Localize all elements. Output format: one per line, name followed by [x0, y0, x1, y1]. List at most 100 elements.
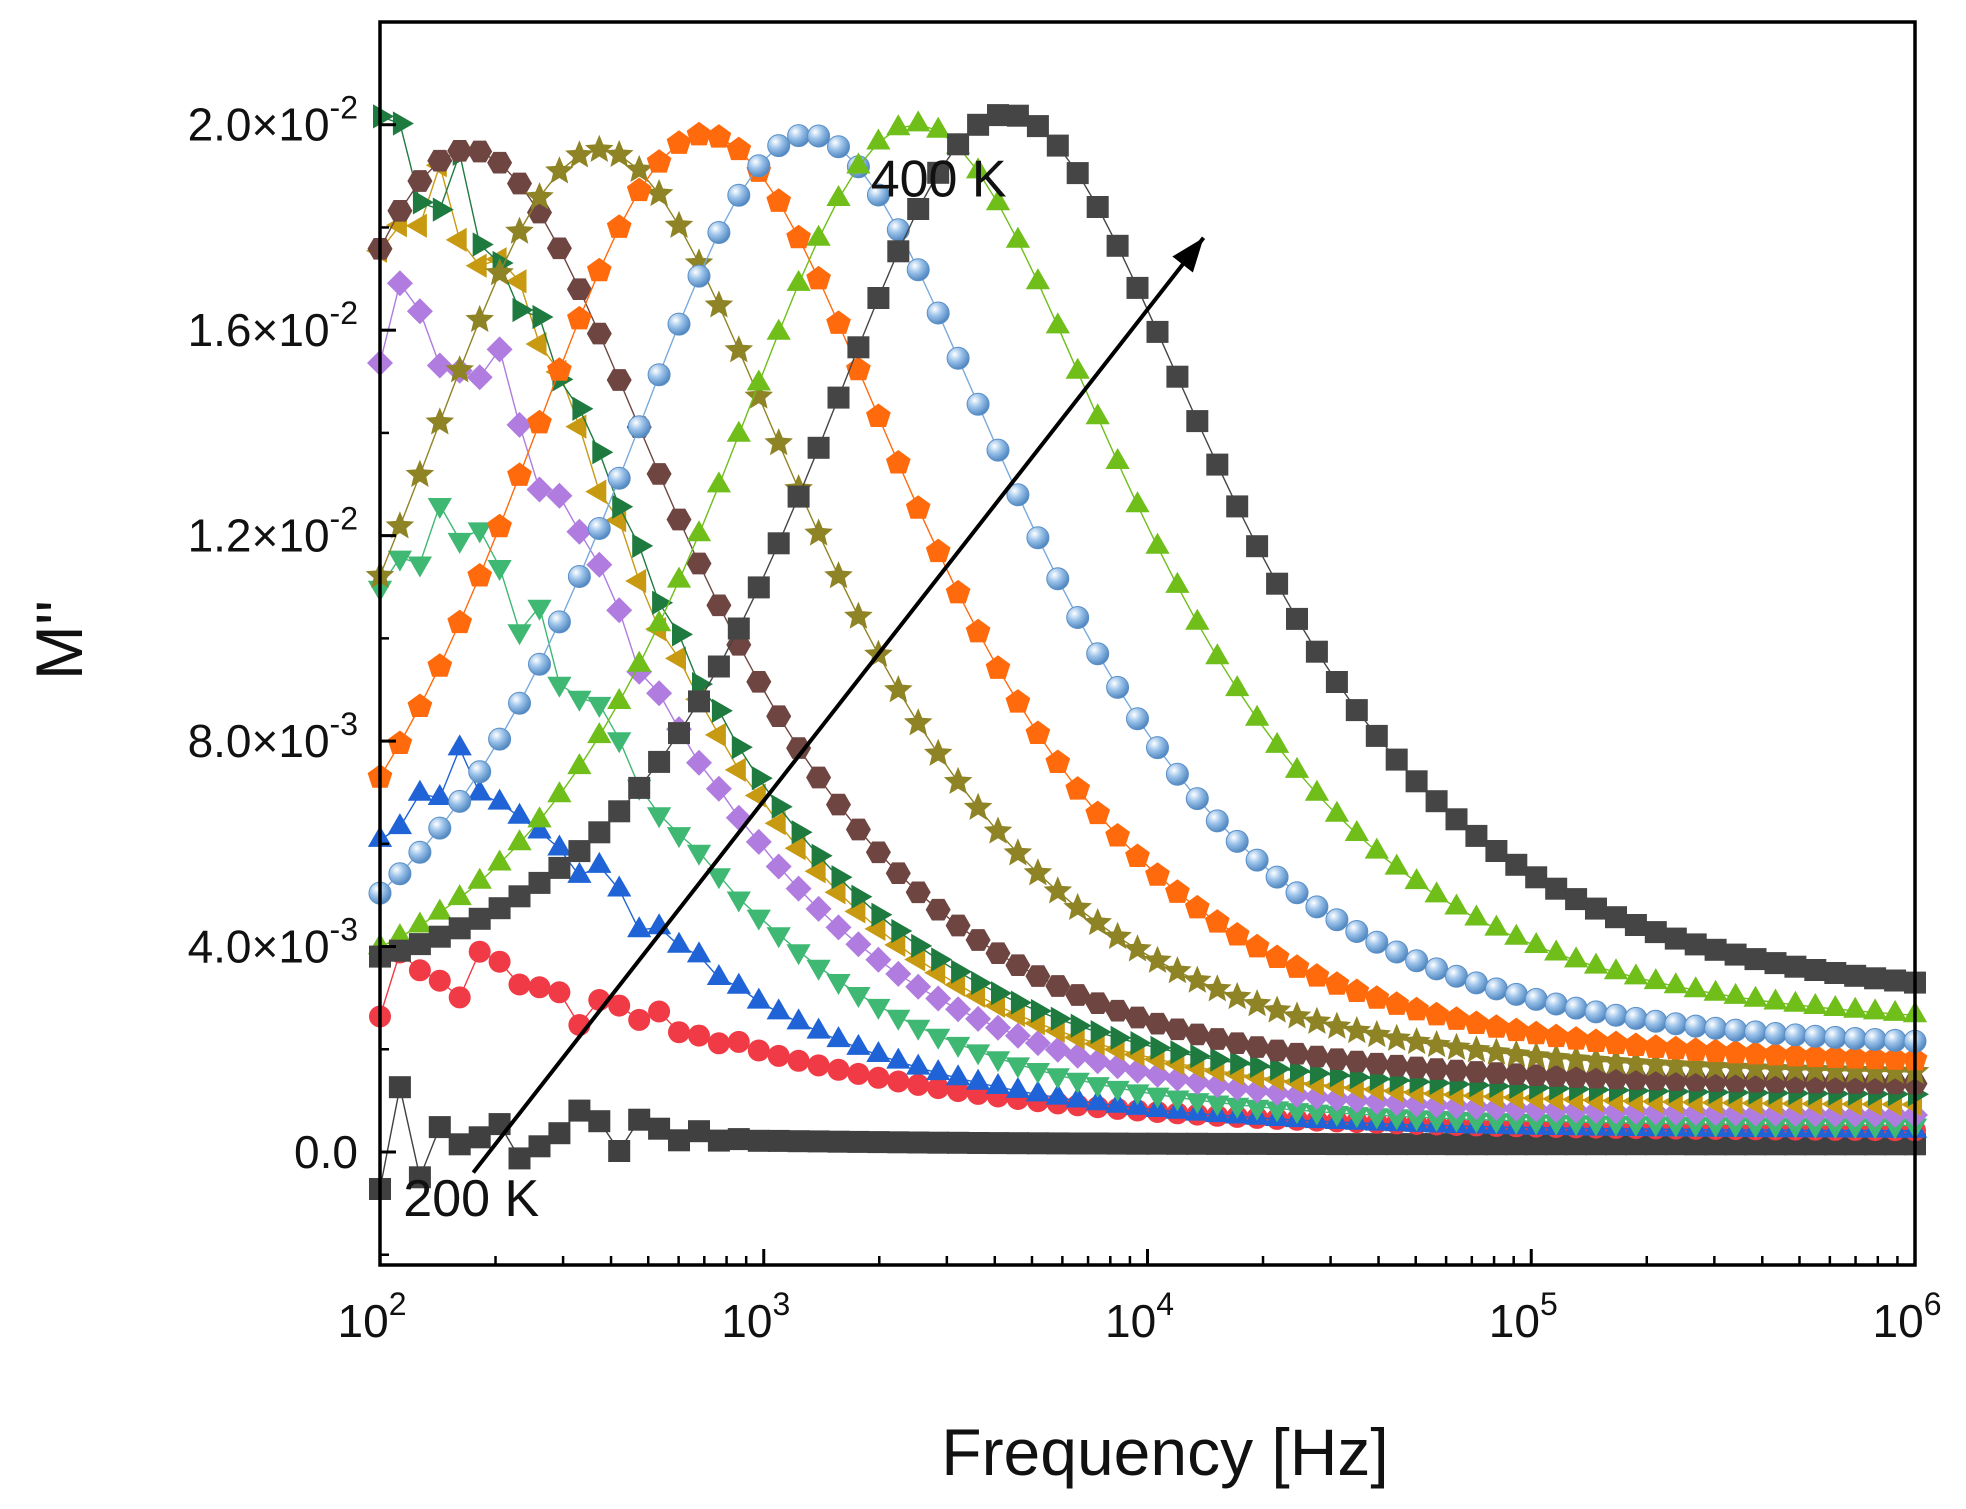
data-point: [985, 655, 1011, 679]
data-point: [1146, 1132, 1169, 1155]
data-point: [1603, 1115, 1629, 1137]
data-point: [1244, 933, 1270, 958]
data-point: [724, 757, 746, 783]
data-point: [1086, 196, 1109, 218]
data-point: [1743, 1117, 1768, 1139]
data-point: [1086, 1132, 1109, 1155]
data-point: [1583, 1028, 1609, 1053]
data-point: [586, 322, 612, 345]
data-point: [1006, 1132, 1029, 1155]
data-point: [885, 862, 911, 885]
data-point: [1783, 1042, 1808, 1067]
data-point: [1681, 1051, 1710, 1079]
data-point: [1244, 704, 1270, 726]
data-point: [1741, 1053, 1770, 1081]
data-point: [505, 269, 527, 294]
data-point: [1304, 963, 1330, 987]
data-point: [824, 561, 853, 589]
data-point: [786, 944, 811, 966]
data-point: [746, 670, 772, 693]
data-point: [507, 802, 532, 824]
data-point: [926, 116, 951, 138]
data-point: [407, 779, 433, 801]
data-point: [1563, 1026, 1589, 1050]
data-point: [387, 550, 413, 572]
data-point: [767, 1044, 790, 1067]
data-point: [1505, 1133, 1528, 1156]
data-point: [985, 942, 1011, 965]
data-point: [666, 508, 692, 531]
data-point: [1545, 877, 1568, 900]
data-point: [1225, 829, 1249, 853]
data-point: [1404, 1056, 1430, 1079]
data-point: [1006, 104, 1029, 127]
data-point: [627, 916, 652, 938]
data-point: [1145, 532, 1170, 554]
data-point: [704, 290, 734, 318]
data-point: [766, 318, 791, 340]
data-point: [1064, 1042, 1091, 1069]
data-point: [706, 964, 732, 985]
data-point: [1464, 971, 1488, 995]
data-point: [1683, 976, 1708, 998]
data-point: [804, 859, 826, 884]
data-point: [1563, 946, 1589, 968]
data-point: [427, 784, 452, 805]
data-point: [527, 599, 552, 621]
data-point: [1663, 1035, 1689, 1060]
data-point: [507, 829, 532, 851]
data-point: [1503, 1017, 1529, 1042]
data-point: [906, 1053, 931, 1075]
data-point: [572, 396, 594, 421]
data-point: [568, 840, 591, 863]
y-tick-label: 0.0: [294, 1126, 358, 1178]
data-point: [666, 130, 692, 154]
series-10: [367, 121, 1928, 1071]
data-point: [727, 183, 751, 207]
data-point: [1204, 909, 1230, 933]
data-point: [1883, 1028, 1907, 1052]
data-point: [585, 479, 607, 504]
data-point: [866, 128, 891, 150]
data-point: [1503, 1063, 1529, 1086]
data-point: [1224, 1032, 1250, 1055]
data-point: [1823, 1118, 1848, 1140]
data-point: [1744, 1020, 1767, 1044]
data-point: [1444, 893, 1469, 915]
data-point: [926, 1028, 951, 1050]
data-point: [1250, 1053, 1272, 1079]
data-point: [667, 312, 691, 336]
data-point: [568, 1099, 591, 1122]
data-point: [1026, 1132, 1049, 1155]
data-point: [706, 124, 732, 148]
data-point: [1543, 1065, 1569, 1087]
data-point: [528, 1135, 551, 1158]
data-point: [648, 1117, 671, 1140]
data-point: [846, 987, 871, 1008]
data-point: [1164, 1018, 1190, 1041]
data-point: [588, 821, 611, 844]
data-point: [1564, 996, 1588, 1020]
data-point: [1246, 1132, 1269, 1155]
trend-arrow-line: [471, 236, 1206, 1174]
data-point: [1701, 1052, 1730, 1080]
data-point: [507, 624, 532, 646]
data-point: [1086, 642, 1110, 666]
data-point: [627, 415, 651, 439]
data-point: [1322, 1011, 1352, 1039]
data-point: [1621, 1048, 1651, 1076]
data-point: [1165, 571, 1190, 593]
data-point: [1504, 1113, 1529, 1135]
data-point: [668, 722, 690, 745]
data-point: [1090, 1019, 1112, 1045]
data-point: [724, 335, 754, 363]
data-point: [688, 1120, 710, 1143]
data-point: [747, 154, 771, 178]
data-point: [825, 914, 852, 941]
data-point: [408, 1166, 431, 1189]
data-point: [767, 134, 791, 158]
data-point: [767, 532, 790, 555]
data-point: [1565, 1133, 1588, 1156]
data-point: [707, 655, 730, 678]
data-point: [1860, 1056, 1890, 1084]
